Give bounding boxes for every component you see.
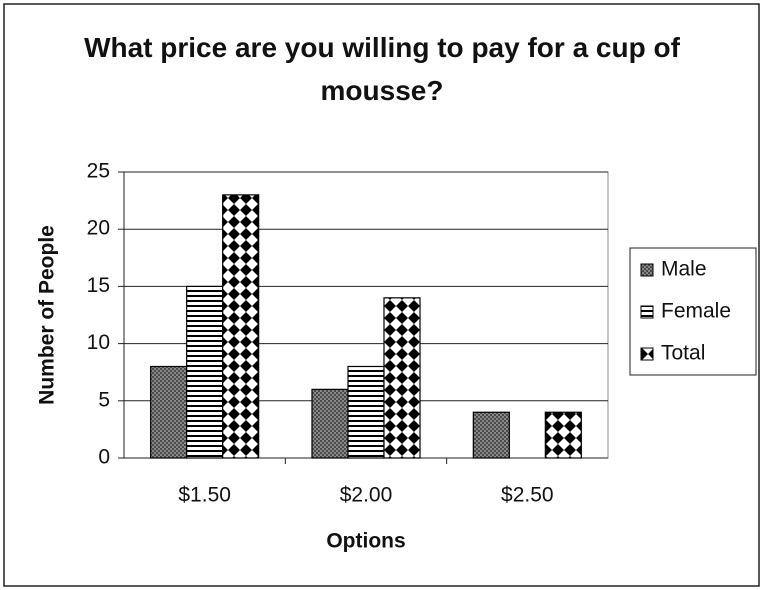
bar [311,388,349,459]
x-axis-label: Options [326,530,405,553]
y-axis-label: Number of People [36,225,59,405]
bar [186,285,224,459]
legend-swatch [640,305,654,319]
bar [472,411,510,459]
x-tick-label: $2.50 [501,484,554,507]
bar [222,194,260,459]
y-tick-label: 10 [87,331,110,354]
legend-swatch [640,347,654,361]
chart-title: What price are you willing to pay for a … [84,32,680,106]
y-tick-label: 5 [98,388,110,411]
bar [150,365,188,459]
bar [347,365,385,459]
x-tick-label: $2.00 [340,484,393,507]
y-tick-label: 25 [87,160,110,183]
legend-label: Female [661,300,731,323]
y-tick-label: 15 [87,274,110,297]
chart-border [3,3,760,587]
y-tick-label: 20 [87,217,110,240]
bar [544,411,582,459]
x-tick-label: $1.50 [178,484,231,507]
y-tick-label: 0 [98,446,110,469]
legend-label: Total [661,342,705,365]
bar [383,297,421,459]
legend-swatch [640,263,654,277]
legend-label: Male [661,258,707,281]
